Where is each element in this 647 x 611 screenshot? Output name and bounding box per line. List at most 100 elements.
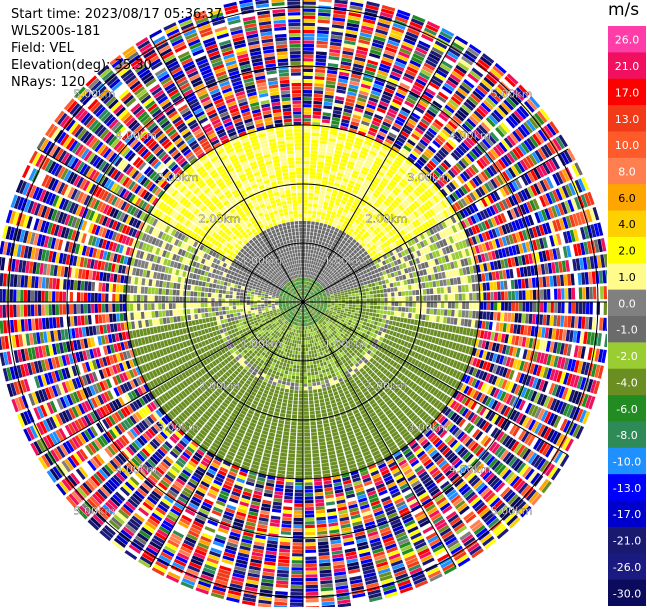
velocity-cell bbox=[485, 321, 489, 329]
velocity-cell bbox=[303, 37, 314, 40]
velocity-cell bbox=[319, 241, 322, 245]
velocity-cell bbox=[355, 293, 358, 296]
velocity-cell bbox=[435, 273, 439, 279]
velocity-cell bbox=[303, 203, 307, 206]
velocity-cell bbox=[466, 293, 469, 300]
velocity-cell bbox=[498, 302, 501, 310]
velocity-cell bbox=[315, 76, 325, 80]
velocity-cell bbox=[522, 302, 525, 312]
velocity-cell bbox=[362, 289, 366, 292]
velocity-cell bbox=[404, 318, 408, 323]
velocity-cell bbox=[489, 322, 493, 330]
velocity-cell bbox=[433, 288, 437, 294]
velocity-cell bbox=[327, 371, 331, 375]
velocity-cell bbox=[310, 257, 312, 260]
velocity-cell bbox=[319, 151, 326, 155]
velocity-cell bbox=[349, 283, 353, 286]
velocity-cell bbox=[600, 286, 604, 299]
velocity-cell bbox=[391, 302, 394, 306]
velocity-cell bbox=[314, 229, 318, 233]
velocity-cell bbox=[351, 291, 355, 294]
velocity-cell bbox=[565, 302, 568, 313]
velocity-cell bbox=[429, 282, 433, 288]
velocity-cell bbox=[395, 302, 398, 306]
velocity-cell bbox=[363, 305, 366, 308]
velocity-cell bbox=[319, 248, 322, 252]
velocity-cell bbox=[303, 108, 311, 111]
velocity-cell bbox=[554, 289, 558, 300]
velocity-cell bbox=[303, 9, 316, 12]
velocity-cell bbox=[373, 290, 377, 294]
velocity-cell bbox=[334, 307, 337, 309]
velocity-cell bbox=[304, 271, 306, 274]
velocity-cell bbox=[308, 344, 310, 347]
velocity-cell bbox=[303, 207, 307, 210]
velocity-cell bbox=[506, 323, 510, 332]
velocity-cell bbox=[366, 292, 370, 295]
velocity-cell bbox=[443, 317, 447, 323]
velocity-cell bbox=[518, 313, 522, 323]
velocity-cell bbox=[553, 275, 557, 286]
velocity-cell bbox=[462, 293, 465, 300]
velocity-cell bbox=[387, 311, 391, 315]
velocity-cell bbox=[390, 288, 394, 292]
velocity-cell bbox=[604, 302, 607, 315]
velocity-cell bbox=[405, 313, 409, 318]
velocity-cell bbox=[303, 150, 310, 153]
velocity-cell bbox=[307, 362, 310, 365]
velocity-cell bbox=[369, 275, 373, 279]
velocity-cell bbox=[457, 277, 461, 284]
velocity-cell bbox=[317, 34, 329, 38]
velocity-cell bbox=[378, 281, 382, 285]
velocity-cell bbox=[309, 193, 314, 197]
velocity-cell bbox=[352, 279, 356, 282]
velocity-cell bbox=[368, 272, 372, 276]
velocity-cell bbox=[335, 300, 338, 302]
velocity-cell bbox=[486, 282, 490, 290]
velocity-cell bbox=[394, 327, 398, 332]
velocity-cell bbox=[314, 400, 319, 404]
velocity-cell bbox=[366, 323, 370, 327]
velocity-cell bbox=[306, 326, 308, 329]
velocity-cell bbox=[324, 166, 330, 170]
velocity-cell bbox=[316, 510, 325, 514]
velocity-cell bbox=[437, 309, 441, 315]
velocity-cell bbox=[313, 361, 316, 365]
velocity-cell bbox=[329, 393, 334, 397]
velocity-cell bbox=[352, 299, 355, 301]
velocity-cell bbox=[348, 292, 352, 295]
velocity-cell bbox=[586, 302, 589, 314]
velocity-cell bbox=[310, 264, 312, 267]
velocity-cell bbox=[325, 379, 329, 383]
velocity-cell bbox=[324, 304, 327, 305]
velocity-cell bbox=[306, 351, 308, 354]
velocity-cell bbox=[392, 321, 396, 326]
velocity-cell bbox=[331, 306, 334, 308]
velocity-cell bbox=[312, 443, 318, 447]
velocity-cell bbox=[323, 169, 329, 173]
velocity-cell bbox=[305, 334, 307, 337]
velocity-cell bbox=[303, 344, 305, 347]
velocity-cell bbox=[373, 309, 377, 312]
velocity-cell bbox=[369, 287, 373, 290]
velocity-cell bbox=[370, 306, 373, 309]
velocity-cell bbox=[349, 317, 353, 320]
velocity-cell bbox=[447, 310, 451, 317]
velocity-cell bbox=[309, 394, 313, 398]
velocity-cell bbox=[476, 302, 479, 310]
velocity-cell bbox=[303, 72, 313, 75]
velocity-cell bbox=[311, 347, 314, 351]
velocity-cell bbox=[402, 275, 406, 280]
velocity-cell bbox=[398, 297, 401, 301]
velocity-cell bbox=[303, 217, 307, 220]
velocity-cell bbox=[371, 283, 375, 287]
velocity-cell bbox=[309, 260, 311, 263]
velocity-cell bbox=[567, 274, 571, 286]
velocity-cell bbox=[310, 415, 315, 419]
velocity-cell bbox=[398, 312, 402, 317]
velocity-cell bbox=[316, 506, 325, 510]
velocity-cell bbox=[373, 306, 376, 309]
velocity-cell bbox=[505, 291, 508, 300]
velocity-cell bbox=[318, 548, 329, 552]
velocity-cell bbox=[381, 298, 384, 302]
